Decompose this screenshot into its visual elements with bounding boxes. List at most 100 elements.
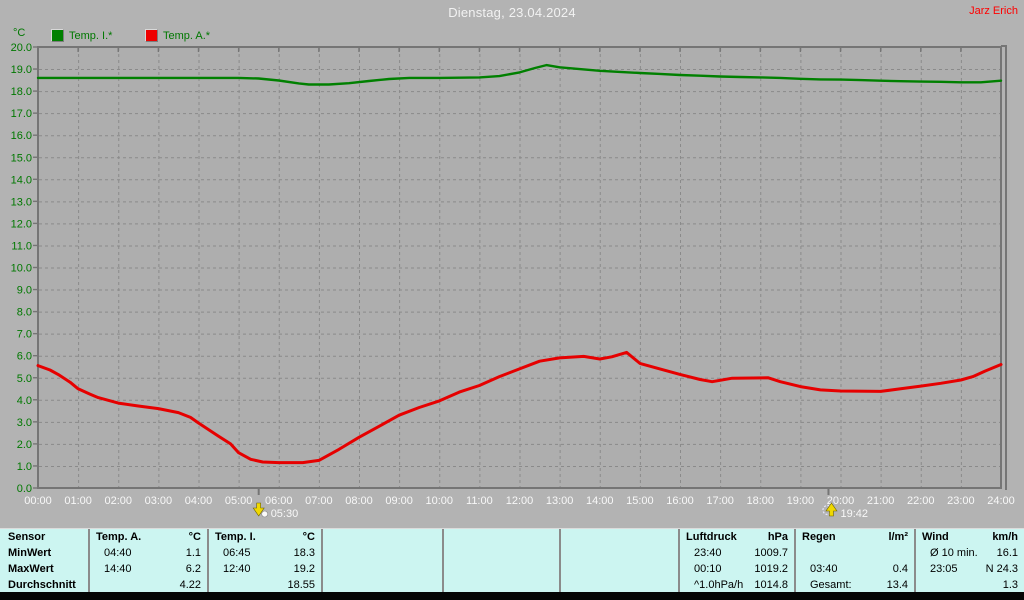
sensor-column-temp-i-: Temp. I. °C 06:45 18.3 12:40 19.2 18.55: [207, 529, 321, 593]
svg-text:03:00: 03:00: [145, 495, 173, 507]
svg-text:20:00: 20:00: [827, 495, 855, 507]
sun-markers: 05:30 19:42: [252, 489, 868, 520]
stat-time: Ø 10 min.: [930, 547, 978, 559]
column-unit: °C: [302, 531, 315, 543]
svg-text:17:00: 17:00: [706, 495, 734, 507]
temp-i-swatch-icon: [51, 29, 64, 42]
stat-value: 1019.2: [754, 563, 788, 575]
stat-value: 13.4: [886, 579, 908, 591]
temp-a-swatch-icon: [145, 29, 158, 42]
stat-value: 16.1: [996, 547, 1018, 559]
legend-label: Temp. I.*: [69, 29, 113, 42]
stat-value: 18.3: [293, 547, 315, 559]
sensor-column-regen: Regen l/m² 03:40 0.4 Gesamt: 13.4: [794, 529, 914, 593]
svg-text:19:00: 19:00: [787, 495, 815, 507]
sun-marker-time: 05:30: [271, 508, 299, 520]
x-axis-labels: 00:00 01:00 02:00 03:00 04:00 05:00 06:00 07:00…: [24, 495, 1015, 507]
stat-time: ^1.0hPa/h: [694, 579, 744, 591]
column-header: Temp. A.: [96, 531, 142, 543]
stat-value: 4.22: [179, 579, 201, 591]
stat-time: 23:40: [694, 547, 722, 559]
svg-text:01:00: 01:00: [64, 495, 92, 507]
legend-item-temp-a: Temp. A.*: [145, 29, 210, 42]
svg-text:10:00: 10:00: [425, 495, 453, 507]
svg-text:00:00: 00:00: [24, 495, 52, 507]
sensor-column-luftdruck: Luftdruck hPa 23:40 1009.7 00:10 1019.2 ^1.0hP…: [678, 529, 794, 593]
svg-text:6.0: 6.0: [17, 351, 32, 363]
plot-frame: [37, 45, 1007, 490]
stat-time: 00:10: [694, 563, 722, 575]
svg-text:22:00: 22:00: [907, 495, 935, 507]
svg-text:06:00: 06:00: [265, 495, 293, 507]
stat-time: 03:40: [810, 563, 838, 575]
svg-text:1.0: 1.0: [17, 461, 32, 473]
sensor-label-column: Sensor MinWert MaxWert Durchschnitt: [0, 529, 88, 593]
row-label: MaxWert: [8, 563, 54, 575]
row-label: MinWert: [8, 547, 52, 559]
svg-text:11:00: 11:00: [466, 495, 493, 507]
svg-text:5.0: 5.0: [17, 373, 32, 385]
svg-text:11.0: 11.0: [11, 240, 32, 252]
svg-text:4.0: 4.0: [17, 395, 32, 407]
stat-time: 12:40: [223, 563, 251, 575]
stat-value: 1.3: [1002, 579, 1018, 591]
svg-text:16.0: 16.0: [11, 130, 32, 142]
svg-text:14.0: 14.0: [11, 174, 32, 186]
sensor-column-empty: [559, 529, 678, 593]
stat-value: 1.1: [185, 547, 201, 559]
svg-text:12.0: 12.0: [11, 218, 32, 230]
column-header: Wind: [922, 531, 949, 543]
column-unit: l/m²: [888, 531, 908, 543]
column-header: Temp. I.: [215, 531, 256, 543]
stat-time: Gesamt:: [810, 579, 852, 591]
svg-text:15.0: 15.0: [11, 152, 32, 164]
svg-text:21:00: 21:00: [867, 495, 895, 507]
page-title: Dienstag, 23.04.2024: [448, 5, 576, 20]
sun-icon: [261, 510, 268, 518]
svg-text:05:00: 05:00: [225, 495, 253, 507]
stat-value: 18.55: [287, 579, 315, 591]
svg-text:24:00: 24:00: [987, 495, 1015, 507]
svg-text:8.0: 8.0: [17, 307, 32, 319]
svg-text:16:00: 16:00: [666, 495, 694, 507]
row-label: Sensor: [8, 531, 46, 543]
sunrise-icon: [252, 502, 265, 517]
user-name: Jarz Erich: [969, 5, 1018, 17]
gridlines: [39, 48, 1000, 487]
svg-text:20.0: 20.0: [11, 42, 32, 54]
row-label: Durchschnitt: [8, 579, 76, 591]
svg-text:19.0: 19.0: [11, 64, 32, 76]
svg-text:12:00: 12:00: [506, 495, 534, 507]
svg-text:13:00: 13:00: [546, 495, 574, 507]
svg-text:9.0: 9.0: [17, 285, 32, 297]
svg-text:0.0: 0.0: [17, 483, 32, 495]
svg-text:14:00: 14:00: [586, 495, 614, 507]
sunset-icon: [825, 502, 838, 517]
y-axis-unit: °C: [13, 27, 26, 39]
column-unit: hPa: [767, 531, 788, 543]
svg-text:02:00: 02:00: [104, 495, 132, 507]
svg-text:18:00: 18:00: [746, 495, 774, 507]
stat-time: 04:40: [104, 547, 132, 559]
svg-text:2.0: 2.0: [17, 439, 32, 451]
svg-text:08:00: 08:00: [345, 495, 373, 507]
svg-text:3.0: 3.0: [17, 417, 32, 429]
svg-text:23:00: 23:00: [947, 495, 975, 507]
column-unit: km/h: [992, 531, 1018, 543]
sensor-column-temp-a-: Temp. A. °C 04:40 1.1 14:40 6.2 4.22: [88, 529, 207, 593]
stat-value: 1009.7: [754, 547, 788, 559]
column-header: Luftdruck: [686, 531, 737, 543]
temperature-chart: 0.0 1.0 2.0 3.0 4.0 5.0 6.0 7.0 8.0 9.0 10.0 11.0 12…: [11, 42, 1015, 520]
svg-text:7.0: 7.0: [17, 329, 32, 341]
stat-value: 6.2: [185, 563, 201, 575]
legend-item-temp-i: Temp. I.*: [51, 29, 112, 42]
svg-text:13.0: 13.0: [11, 196, 32, 208]
svg-text:09:00: 09:00: [385, 495, 413, 507]
sun-marker-time: 19:42: [840, 508, 868, 520]
svg-text:07:00: 07:00: [305, 495, 333, 507]
sensor-column-wind: Wind km/h Ø 10 min. 16.1 23:05 N 24.3 1.3: [914, 529, 1024, 593]
svg-text:04:00: 04:00: [185, 495, 213, 507]
legend-label: Temp. A.*: [163, 29, 211, 42]
column-unit: °C: [188, 531, 201, 543]
